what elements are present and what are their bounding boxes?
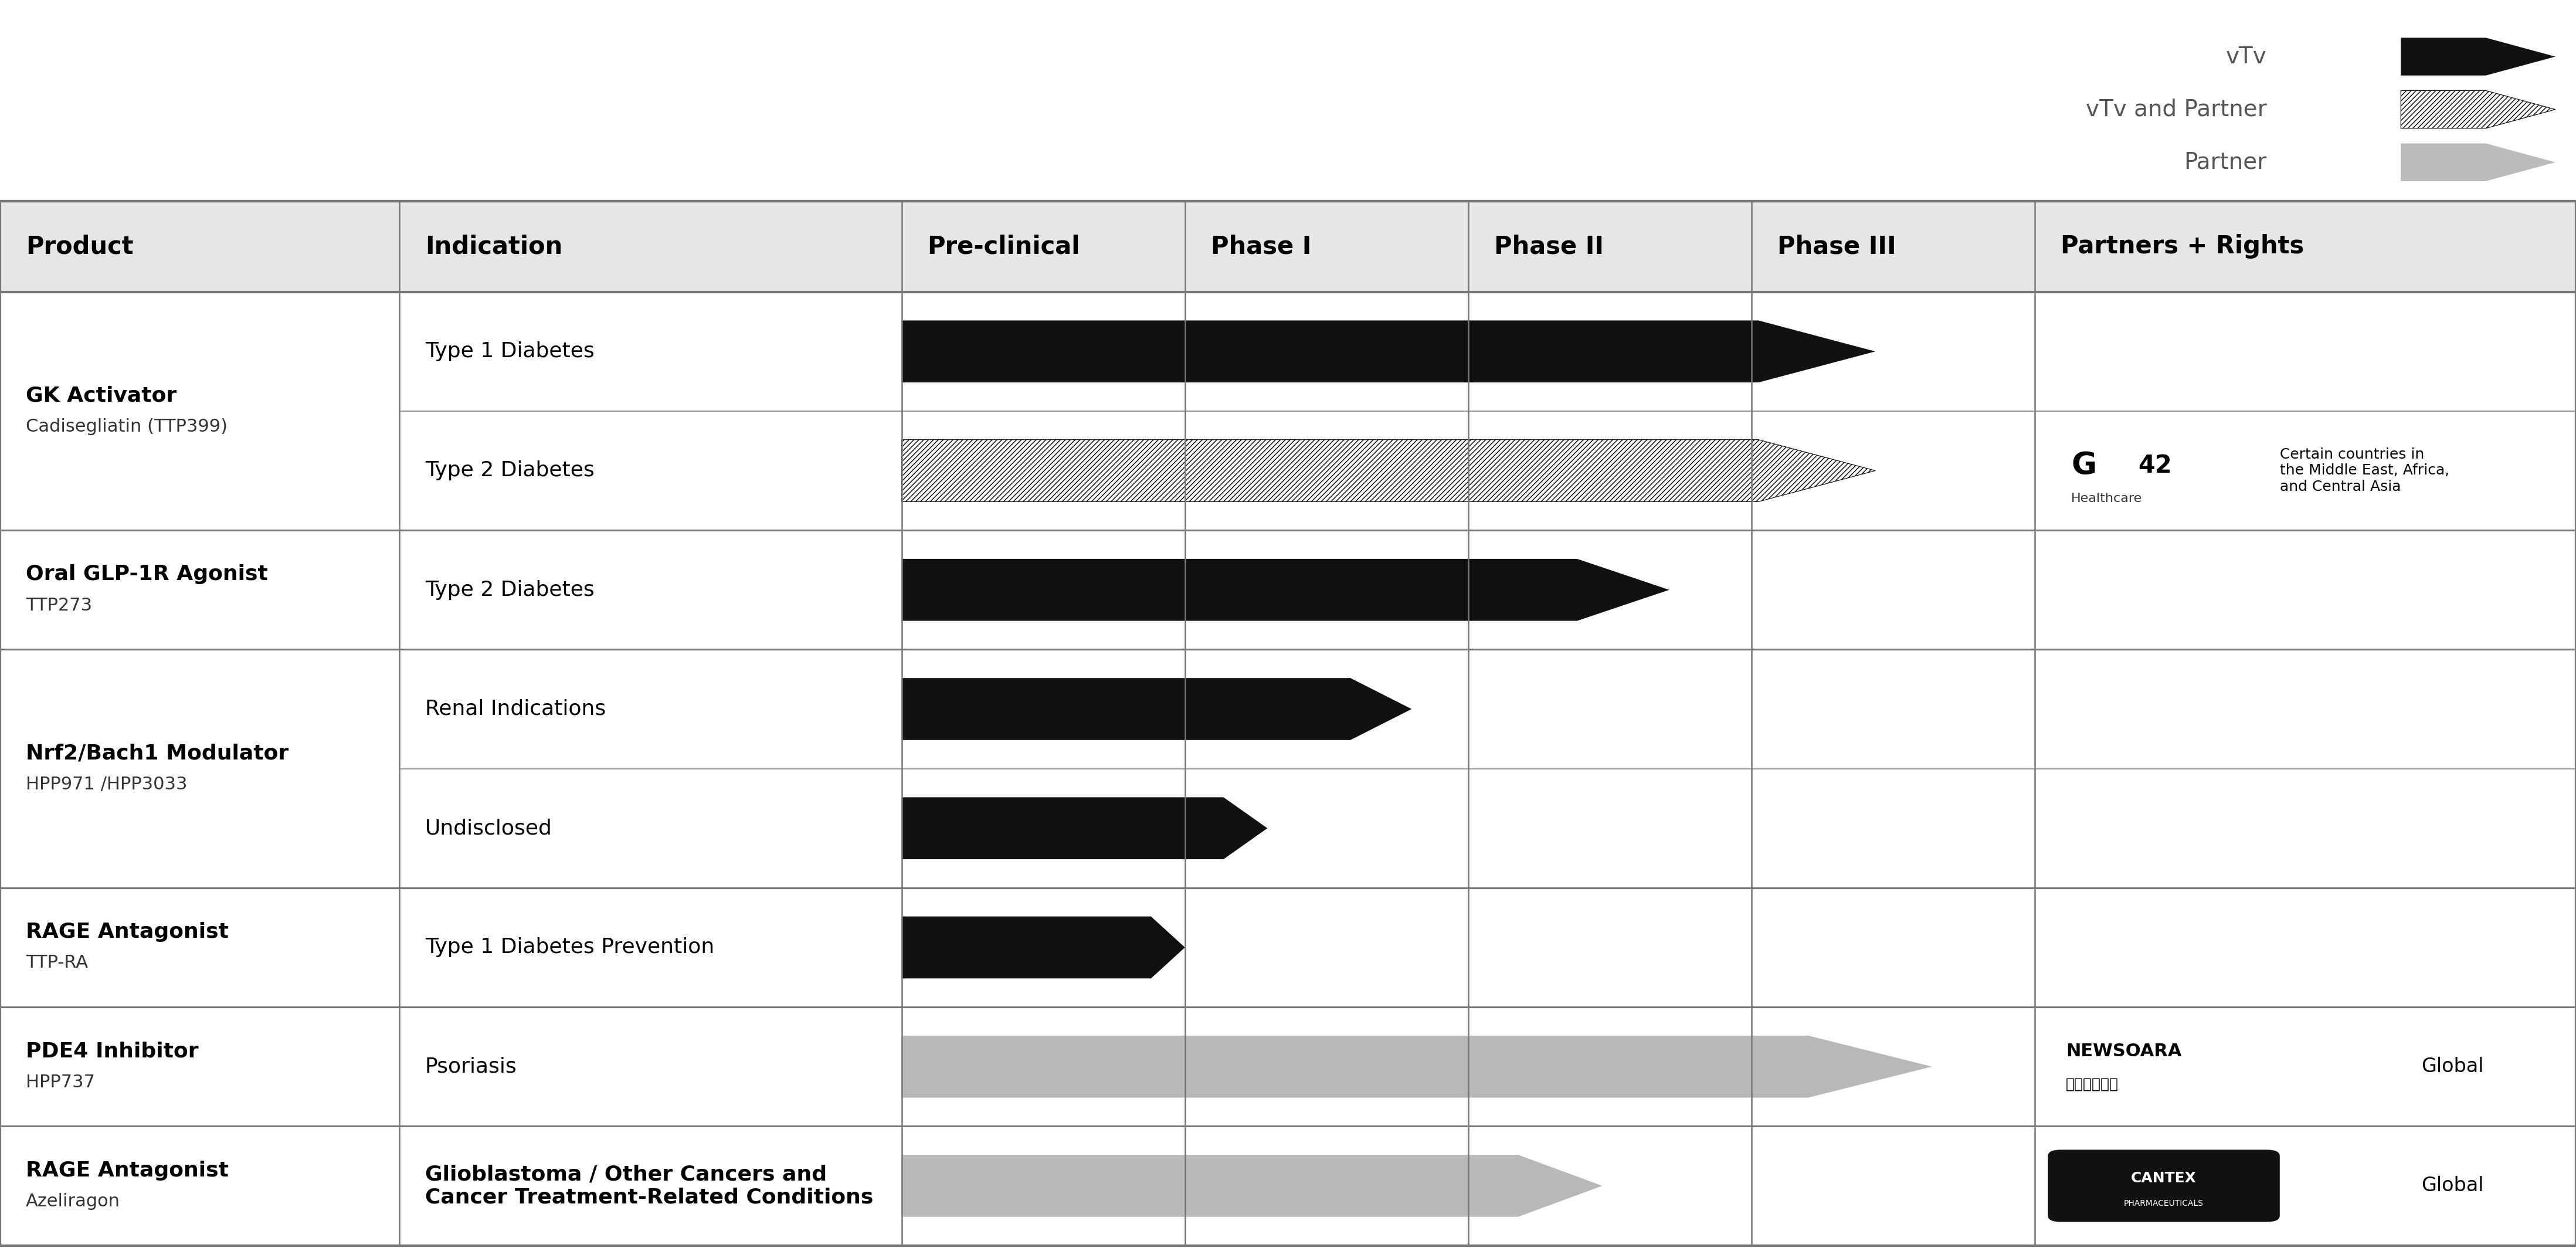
Bar: [0, 201, 2576, 1245]
Text: TTP273: TTP273: [26, 596, 93, 614]
Polygon shape: [902, 1035, 1932, 1098]
Bar: [0, 201, 2576, 292]
Polygon shape: [2401, 143, 2555, 181]
FancyBboxPatch shape: [2048, 1150, 2280, 1222]
Text: Type 2 Diabetes: Type 2 Diabetes: [425, 460, 595, 481]
Text: Cadisegliatin (TTP399): Cadisegliatin (TTP399): [26, 418, 227, 435]
Text: 42: 42: [2138, 453, 2172, 478]
Polygon shape: [902, 321, 1875, 382]
Text: Oral GLP-1R Agonist: Oral GLP-1R Agonist: [26, 565, 268, 584]
Text: Phase II: Phase II: [1494, 234, 1605, 259]
Text: PHARMACEUTICALS: PHARMACEUTICALS: [2125, 1199, 2202, 1208]
Text: PDE4 Inhibitor: PDE4 Inhibitor: [26, 1042, 198, 1060]
Text: Healthcare: Healthcare: [2071, 492, 2143, 504]
Text: Glioblastoma / Other Cancers and
Cancer Treatment-Related Conditions: Glioblastoma / Other Cancers and Cancer …: [425, 1165, 873, 1208]
Text: Azeliragon: Azeliragon: [26, 1193, 121, 1210]
Text: Phase I: Phase I: [1211, 234, 1311, 259]
Polygon shape: [902, 916, 1185, 979]
Polygon shape: [2401, 38, 2555, 75]
Text: Partner: Partner: [2184, 151, 2267, 174]
Text: vTv and Partner: vTv and Partner: [2087, 98, 2267, 121]
Text: Phase III: Phase III: [1777, 234, 1896, 259]
Text: Product: Product: [26, 234, 134, 259]
Text: RAGE Antagonist: RAGE Antagonist: [26, 1160, 229, 1180]
Text: Nrf2/Bach1 Modulator: Nrf2/Bach1 Modulator: [26, 743, 289, 764]
Text: vTv: vTv: [2226, 45, 2267, 68]
Text: Pre-clinical: Pre-clinical: [927, 234, 1079, 259]
Text: Indication: Indication: [425, 234, 562, 259]
Text: Partners + Rights: Partners + Rights: [2061, 234, 2306, 259]
Text: Type 1 Diabetes: Type 1 Diabetes: [425, 341, 595, 361]
Text: HPP737: HPP737: [26, 1073, 95, 1091]
Text: CANTEX: CANTEX: [2130, 1171, 2197, 1185]
Text: RAGE Antagonist: RAGE Antagonist: [26, 922, 229, 942]
Text: Psoriasis: Psoriasis: [425, 1057, 518, 1077]
Text: NEWSOARA: NEWSOARA: [2066, 1043, 2182, 1060]
Text: Certain countries in
the Middle East, Africa,
and Central Asia: Certain countries in the Middle East, Af…: [2280, 448, 2450, 494]
Text: Type 1 Diabetes Prevention: Type 1 Diabetes Prevention: [425, 937, 714, 957]
Polygon shape: [902, 439, 1875, 502]
Text: Undisclosed: Undisclosed: [425, 818, 551, 838]
Polygon shape: [902, 798, 1267, 859]
Text: 恒翼生物医药: 恒翼生物医药: [2066, 1077, 2117, 1091]
Polygon shape: [2401, 91, 2555, 128]
Text: G: G: [2071, 450, 2097, 481]
Polygon shape: [902, 678, 1412, 740]
Text: Global: Global: [2421, 1176, 2483, 1195]
Text: Type 2 Diabetes: Type 2 Diabetes: [425, 580, 595, 600]
Text: Global: Global: [2421, 1057, 2483, 1077]
Polygon shape: [902, 1155, 1602, 1216]
Text: HPP971 /HPP3033: HPP971 /HPP3033: [26, 776, 188, 793]
Text: TTP-RA: TTP-RA: [26, 955, 88, 971]
Text: Renal Indications: Renal Indications: [425, 699, 605, 720]
Text: GK Activator: GK Activator: [26, 386, 178, 405]
Polygon shape: [902, 559, 1669, 621]
